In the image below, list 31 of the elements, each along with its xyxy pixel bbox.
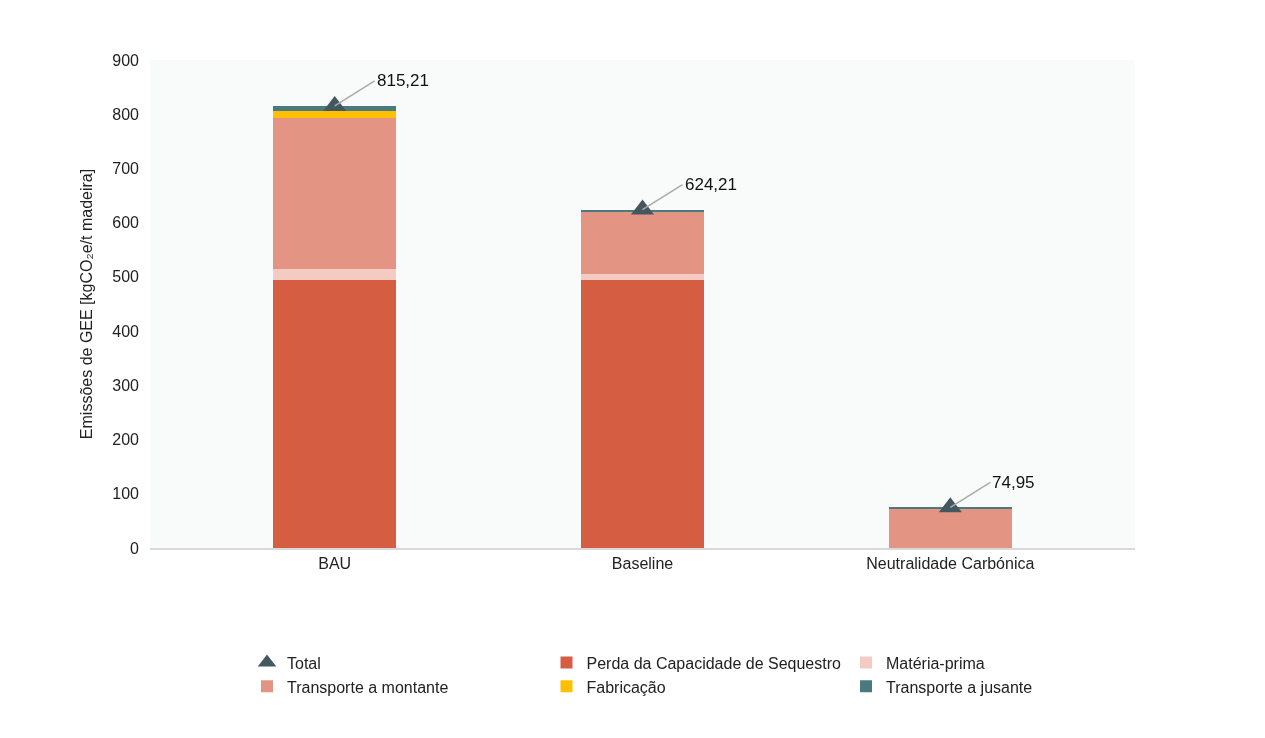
legend-label: Total	[287, 654, 321, 672]
legend-label: Perda da Capacidade de Sequestro	[586, 654, 842, 672]
legend-label: Transporte a jusante	[886, 678, 1033, 696]
data-label: 815,21	[377, 71, 429, 90]
y-tick-label: 0	[130, 539, 140, 557]
y-tick-label: 600	[112, 214, 140, 232]
bar	[580, 274, 705, 280]
y-tick-label: 400	[112, 322, 140, 340]
bar	[273, 110, 397, 119]
bar	[273, 279, 397, 548]
y-tick-label: 300	[112, 376, 140, 394]
y-tick-label: 500	[112, 268, 140, 286]
y-tick-label: 100	[112, 485, 140, 503]
x-tick-label: BAU	[318, 555, 352, 573]
y-tick-label: 900	[112, 51, 140, 69]
y-axis-title: Emissões de GEE [kgCO₂e/t madeira]	[78, 168, 96, 440]
x-tick-label: Neutralidade Carbónica	[866, 555, 1035, 573]
legend-label: Transporte a montante	[287, 678, 449, 696]
legend-label: Fabricação	[586, 678, 666, 696]
x-tick-label: Baseline	[611, 555, 674, 573]
data-label: 74,95	[992, 473, 1035, 492]
y-tick-label: 700	[112, 160, 140, 178]
bar	[888, 508, 1012, 548]
bar	[273, 269, 397, 280]
bar	[273, 118, 397, 270]
data-label: 624,21	[685, 175, 737, 194]
y-tick-label: 200	[112, 431, 140, 449]
y-tick-label: 800	[112, 105, 140, 123]
bar	[580, 212, 705, 275]
legend-label: Matéria-prima	[886, 654, 985, 672]
bar	[580, 279, 705, 548]
